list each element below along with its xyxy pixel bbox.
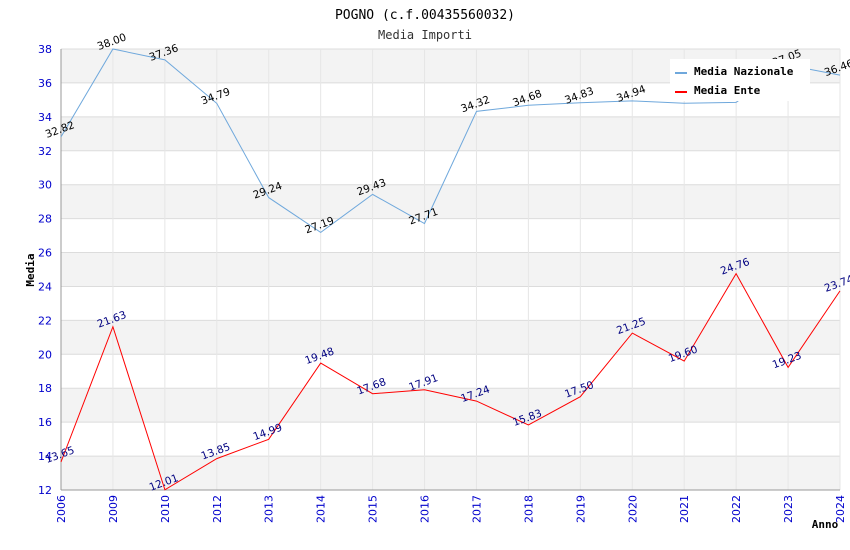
series-line-media-ente <box>60 272 841 491</box>
x-tick-label: 2020 <box>626 495 639 523</box>
x-tick-label: 2021 <box>678 495 691 523</box>
x-tick-label: 2013 <box>263 495 276 523</box>
legend: Media Nazionale Media Ente <box>670 59 810 101</box>
x-tick-label: 2015 <box>367 495 380 523</box>
y-axis-ticks: 12 14 16 18 20 22 24 26 28 30 32 34 36 38 <box>38 43 52 497</box>
y-tick-label: 28 <box>38 213 52 226</box>
background-band <box>61 354 840 389</box>
chart-subtitle: Media Importi <box>378 28 472 42</box>
x-tick-label: 2018 <box>522 495 535 523</box>
x-axis-ticks: 2006 2009 2010 2012 2013 2014 2015 2016 2017 2018… <box>55 495 847 523</box>
legend-label-media-nazionale: Media Nazionale <box>694 65 794 78</box>
y-tick-label: 20 <box>38 348 52 361</box>
y-tick-label: 16 <box>38 416 52 429</box>
y-tick-label: 32 <box>38 145 52 158</box>
chart-title: POGNO (c.f.00435560032) <box>335 8 515 23</box>
x-tick-label: 2024 <box>834 495 847 523</box>
y-tick-label: 34 <box>38 111 52 124</box>
x-tick-label: 2010 <box>159 495 172 523</box>
y-tick-label: 12 <box>38 484 52 497</box>
x-tick-label: 2012 <box>211 495 224 523</box>
x-tick-label: 2017 <box>470 495 483 523</box>
y-tick-label: 24 <box>38 280 52 293</box>
y-tick-label: 38 <box>38 43 52 56</box>
x-tick-label: 2016 <box>419 495 432 523</box>
series-lines <box>60 48 841 491</box>
x-tick-label: 2022 <box>730 495 743 523</box>
x-tick-label: 2014 <box>315 495 328 523</box>
x-tick-label: 2006 <box>55 495 68 523</box>
background-band <box>61 320 840 355</box>
legend-box <box>670 59 810 101</box>
background-band <box>61 286 840 321</box>
y-axis-label: Media <box>24 253 37 286</box>
legend-label-media-ente: Media Ente <box>694 84 761 97</box>
y-tick-label: 30 <box>38 179 52 192</box>
background-band <box>61 252 840 287</box>
x-tick-label: 2009 <box>107 495 120 523</box>
axes <box>60 49 840 491</box>
y-tick-label: 22 <box>38 314 52 327</box>
y-tick-label: 26 <box>38 247 52 260</box>
y-tick-label: 14 <box>38 450 52 463</box>
y-tick-label: 36 <box>38 77 52 90</box>
series-line-media-nazionale <box>60 48 841 234</box>
background-band <box>61 388 840 423</box>
y-tick-label: 18 <box>38 382 52 395</box>
background-band <box>61 116 840 151</box>
background-band <box>61 184 840 219</box>
x-tick-label: 2023 <box>782 495 795 523</box>
background-band <box>61 456 840 490</box>
x-axis-label: Anno <box>812 518 839 531</box>
x-tick-label: 2019 <box>574 495 587 523</box>
background-band <box>61 218 840 253</box>
gridlines <box>60 48 841 491</box>
background-band <box>61 422 840 457</box>
